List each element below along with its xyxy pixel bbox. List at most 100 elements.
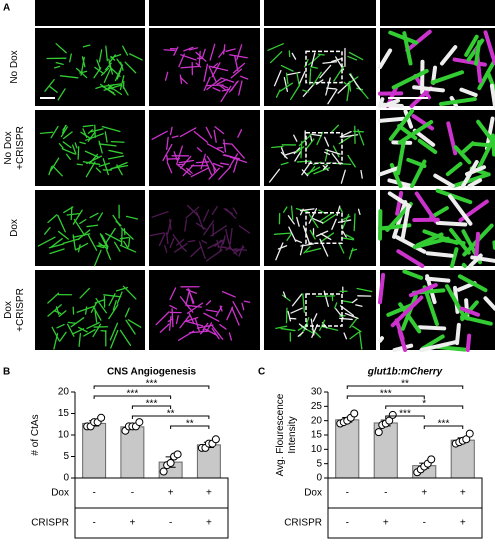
vessel <box>229 153 239 168</box>
vessel <box>188 312 195 324</box>
significance-label: *** <box>380 389 392 400</box>
vessel <box>451 172 491 188</box>
vessel <box>387 191 412 209</box>
vessel <box>357 208 361 216</box>
vessel <box>433 173 455 188</box>
vessel <box>378 116 406 123</box>
vessel <box>445 161 463 177</box>
column-header: kdrl:EGFP <box>67 8 113 19</box>
vessel <box>122 285 137 300</box>
vessel <box>103 68 112 83</box>
vessel <box>219 324 227 330</box>
bar <box>335 419 360 479</box>
vessel <box>275 242 284 261</box>
vessel <box>77 244 81 253</box>
micrograph <box>35 270 145 350</box>
vessel <box>310 52 316 67</box>
vessel <box>37 236 56 247</box>
vessel <box>273 69 282 87</box>
significance-label: *** <box>438 419 450 430</box>
vessel <box>279 82 294 92</box>
vessel <box>72 233 91 238</box>
vessel <box>217 246 227 249</box>
vessel <box>271 145 284 149</box>
vessel <box>65 153 71 160</box>
vessel <box>50 157 60 172</box>
vessel <box>48 165 53 176</box>
significance-label: *** <box>146 399 158 410</box>
vessel <box>335 308 345 320</box>
vessel <box>315 230 329 237</box>
vessel <box>280 161 289 166</box>
vessel <box>337 219 352 223</box>
vessel <box>315 79 324 85</box>
vessel <box>302 83 315 97</box>
vessel <box>98 49 103 63</box>
vessel <box>74 142 78 149</box>
vessel <box>430 70 465 85</box>
vessel <box>110 53 122 59</box>
vessel <box>202 48 206 58</box>
vessel <box>221 84 229 89</box>
vessel <box>108 304 119 320</box>
vessel <box>47 214 58 224</box>
vessel <box>232 62 246 74</box>
vessel <box>219 241 224 252</box>
vessel <box>70 206 73 221</box>
vessel <box>349 331 360 340</box>
vessel <box>171 135 179 139</box>
vessel <box>222 235 226 245</box>
vessel <box>297 331 304 337</box>
vessel <box>417 325 447 331</box>
y-tick-label: 30 <box>311 387 323 398</box>
vessel <box>312 217 324 224</box>
data-point <box>374 428 383 437</box>
vessel <box>338 243 345 254</box>
vessel <box>225 228 230 245</box>
vessel <box>187 239 196 243</box>
vessel <box>188 47 199 51</box>
vessel <box>275 89 281 98</box>
vessel <box>201 239 208 244</box>
vessel <box>291 293 303 307</box>
vessel <box>305 247 322 253</box>
vessel <box>179 127 197 138</box>
micrograph <box>264 110 376 186</box>
vessel <box>296 160 312 163</box>
vessel <box>269 51 283 64</box>
vessel <box>290 205 294 220</box>
vessel <box>295 239 303 244</box>
vessel <box>110 329 119 349</box>
vessel <box>397 119 434 145</box>
vessel <box>186 289 198 294</box>
vessel <box>102 158 110 176</box>
vessel <box>229 156 248 164</box>
y-tick-label: 0 <box>316 473 322 484</box>
vessel <box>313 167 331 175</box>
y-tick-label: 15 <box>58 408 70 419</box>
vessel <box>203 312 220 322</box>
vessel <box>347 154 356 168</box>
vessel <box>124 307 130 318</box>
significance-bracket <box>346 385 464 389</box>
vessel <box>39 131 54 134</box>
vessel <box>72 144 77 155</box>
vessel <box>175 315 179 325</box>
vessel <box>353 213 356 232</box>
vessel <box>299 208 304 216</box>
vessel <box>59 75 79 79</box>
vessel <box>185 304 203 308</box>
vessel <box>89 128 104 133</box>
vessel <box>445 284 467 319</box>
vessel <box>390 295 424 328</box>
vessel <box>164 244 168 253</box>
vessel <box>52 165 63 177</box>
vessel <box>283 76 289 92</box>
vessel <box>448 194 473 226</box>
vessel <box>302 89 309 93</box>
vessel <box>468 253 483 268</box>
vessel <box>230 81 238 91</box>
vessel <box>76 163 84 166</box>
vessel <box>87 131 96 142</box>
vessel <box>310 133 322 137</box>
